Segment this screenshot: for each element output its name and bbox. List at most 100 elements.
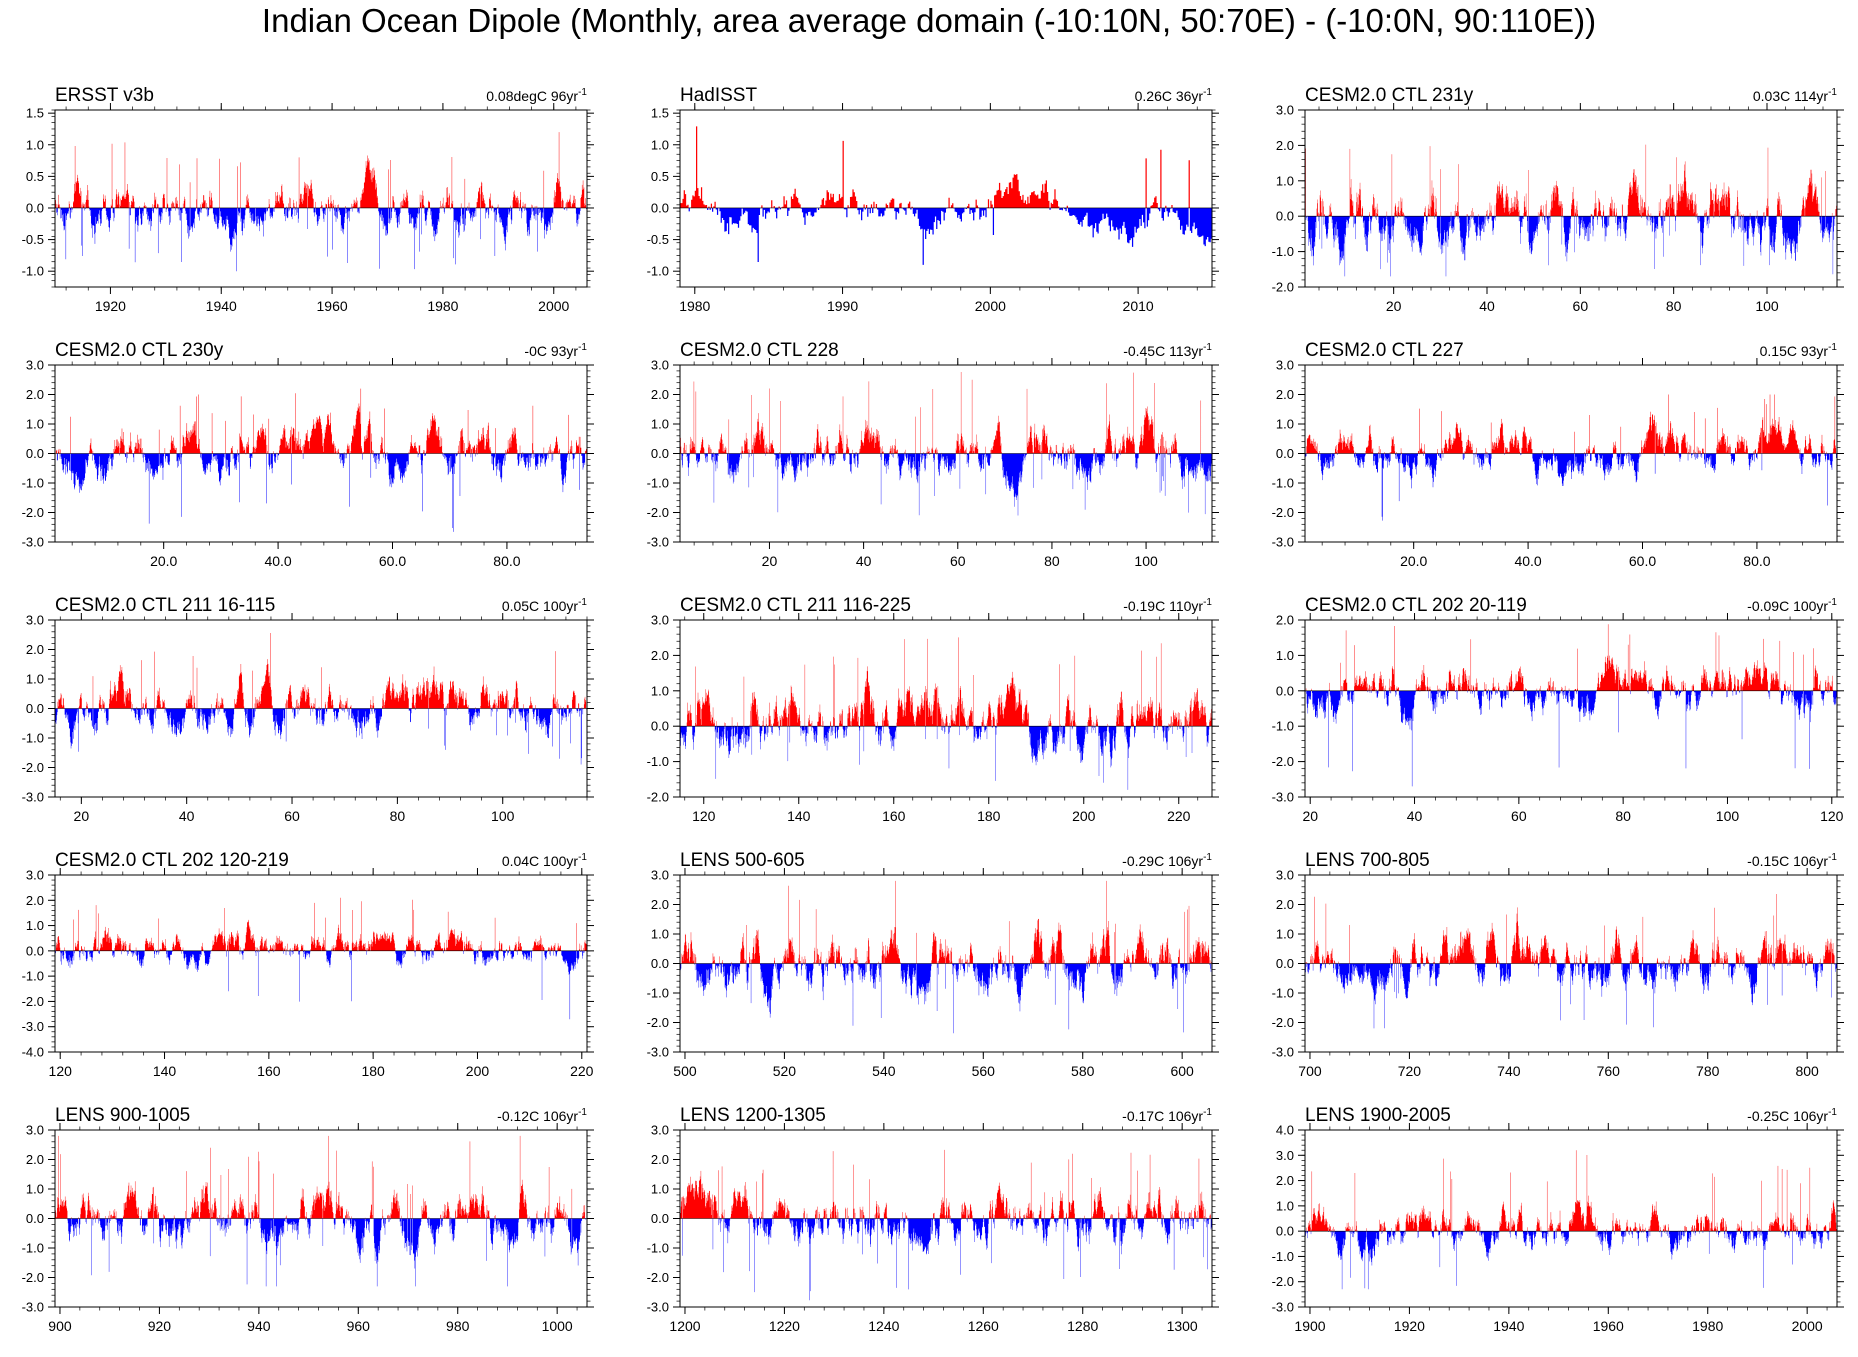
x-tick-label: 1980	[679, 298, 710, 314]
y-tick-label: -3.0	[647, 1045, 669, 1060]
y-tick-label: -1.0	[647, 754, 669, 769]
x-tick-label: 100	[1134, 553, 1158, 569]
x-tick-label: 720	[1398, 1063, 1422, 1079]
x-tick-label: 20.0	[1400, 553, 1427, 569]
panel-title: CESM2.0 CTL 230y	[55, 340, 224, 361]
positive-anomaly-bars	[681, 880, 1212, 964]
chart-panel: CESM2.0 CTL 227 0.15C 93yr-1 -3.0 -2.0 -1.0 0…	[1272, 340, 1844, 569]
x-tick-label: 80	[1666, 298, 1682, 314]
y-tick-label: 2.0	[26, 642, 44, 657]
panel-title: CESM2.0 CTL 202 120-219	[55, 850, 289, 871]
x-tick-label: 60	[1511, 808, 1527, 824]
y-tick-label: 1.0	[651, 927, 669, 942]
y-tick-label: -3.0	[1272, 790, 1294, 805]
x-tick-label: 40.0	[264, 553, 291, 569]
plot-frame	[54, 874, 588, 1053]
y-tick-label: 3.0	[651, 613, 669, 628]
y-tick-label: 0.0	[1276, 1224, 1294, 1239]
panel-trend: -0.29C 106yr-1	[1122, 852, 1212, 869]
x-tick-label: 80	[1044, 553, 1060, 569]
panel-trend: -0.09C 100yr-1	[1747, 597, 1837, 614]
y-tick-label: 2.0	[651, 387, 669, 402]
x-tick-label: 2010	[1123, 298, 1154, 314]
negative-anomaly-bars	[56, 453, 588, 532]
y-tick-label: -1.0	[647, 264, 669, 279]
x-tick-label: 960	[347, 1318, 371, 1334]
x-tick-label: 2000	[975, 298, 1006, 314]
y-tick-label: -2.0	[647, 505, 669, 520]
x-tick-label: 600	[1170, 1063, 1194, 1079]
plot-area: CESM2.0 CTL 228 -0.45C 113yr-1 -3.0 -2.0 -1.…	[647, 340, 1219, 569]
x-tick-label: 700	[1298, 1063, 1322, 1079]
positive-anomaly-bars	[1305, 144, 1837, 217]
y-tick-label: -3.0	[22, 1019, 44, 1034]
y-tick-label: 1.0	[1276, 648, 1294, 663]
y-tick-label: -1.0	[22, 264, 44, 279]
x-tick-label: 200	[1072, 808, 1096, 824]
panel-title: CESM2.0 CTL 227	[1305, 340, 1464, 361]
plot-area: CESM2.0 CTL 227 0.15C 93yr-1 -3.0 -2.0 -1.0 0…	[1272, 340, 1844, 569]
y-tick-label: -2.0	[22, 760, 44, 775]
y-tick-label: 2.0	[651, 897, 669, 912]
y-tick-label: 0.0	[26, 200, 44, 215]
positive-anomaly-bars	[55, 897, 588, 951]
y-tick-label: -1.0	[22, 1241, 44, 1256]
x-tick-label: 120	[49, 1063, 73, 1079]
x-tick-label: 1200	[669, 1318, 700, 1334]
y-tick-label: 2.0	[1276, 1173, 1294, 1188]
y-tick-label: -1.0	[1272, 1249, 1294, 1264]
negative-anomaly-bars	[682, 1218, 1212, 1301]
panel-title: LENS 700-805	[1305, 850, 1430, 871]
x-tick-label: 140	[153, 1063, 177, 1079]
x-tick-label: 100	[1755, 298, 1779, 314]
negative-anomaly-bars	[56, 207, 587, 272]
y-tick-label: 3.0	[1276, 1148, 1294, 1163]
panel-trend: -0.45C 113yr-1	[1123, 342, 1212, 359]
x-tick-label: 200	[466, 1063, 490, 1079]
y-tick-label: 3.0	[26, 1123, 44, 1138]
x-tick-label: 1940	[206, 298, 237, 314]
x-tick-label: 900	[48, 1318, 72, 1334]
y-tick-label: 0.0	[1276, 209, 1294, 224]
y-tick-label: 2.0	[1276, 138, 1294, 153]
y-tick-label: 0.5	[651, 169, 669, 184]
x-tick-label: 120	[692, 808, 716, 824]
x-tick-label: 1920	[95, 298, 126, 314]
x-tick-label: 60.0	[379, 553, 406, 569]
x-tick-label: 980	[446, 1318, 470, 1334]
x-tick-label: 1960	[1593, 1318, 1624, 1334]
trend-exponent: -1	[1203, 342, 1212, 353]
y-tick-label: 3.0	[1276, 868, 1294, 883]
y-tick-label: -2.0	[1272, 280, 1294, 295]
negative-anomaly-bars	[67, 1218, 587, 1287]
negative-anomaly-bars	[680, 726, 1210, 790]
x-tick-label: 1980	[427, 298, 458, 314]
x-tick-label: 80.0	[1743, 553, 1770, 569]
panel-title: HadISST	[680, 85, 757, 106]
y-tick-label: -3.0	[22, 1300, 44, 1315]
y-tick-label: -2.0	[647, 1270, 669, 1285]
x-tick-label: 40.0	[1514, 553, 1541, 569]
plot-area: CESM2.0 CTL 211 116-225 -0.19C 110yr-1 -2.…	[647, 595, 1219, 824]
chart-panel: LENS 900-1005 -0.12C 106yr-1 -3.0 -2.0 -1.0 0…	[22, 1105, 594, 1334]
x-tick-label: 2000	[538, 298, 569, 314]
y-tick-label: 4.0	[1276, 1123, 1294, 1138]
y-tick-label: 3.0	[651, 1123, 669, 1138]
panel-trend: 0.03C 114yr-1	[1753, 87, 1838, 104]
plot-frame	[679, 109, 1213, 288]
y-tick-label: 0.0	[651, 1211, 669, 1226]
y-tick-label: 3.0	[26, 358, 44, 373]
x-tick-label: 80	[390, 808, 406, 824]
y-tick-label: -3.0	[22, 790, 44, 805]
positive-anomaly-bars	[55, 1135, 587, 1219]
y-tick-label: -1.0	[647, 476, 669, 491]
y-tick-label: -0.5	[647, 232, 669, 247]
chart-panel: HadISST 0.26C 36yr-1 -1.0 -0.5 0.0 0.5 1.0 1.5 1…	[647, 85, 1219, 314]
plot-area: CESM2.0 CTL 231y 0.03C 114yr-1 -2.0 -1.0 0.0…	[1272, 85, 1844, 314]
x-tick-label: 540	[872, 1063, 896, 1079]
x-tick-label: 800	[1795, 1063, 1819, 1079]
y-tick-label: 0.0	[1276, 683, 1294, 698]
positive-anomaly-bars	[1305, 624, 1834, 691]
trend-exponent: -1	[578, 87, 587, 98]
positive-anomaly-bars	[686, 637, 1212, 727]
